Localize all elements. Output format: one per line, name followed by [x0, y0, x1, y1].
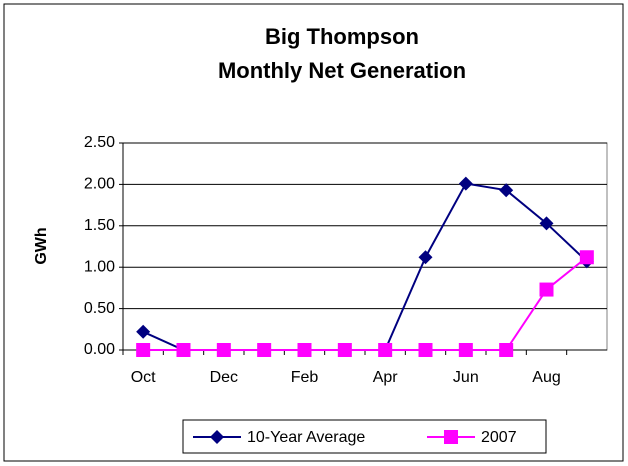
data-point: [458, 343, 473, 357]
legend-marker: [210, 430, 224, 444]
data-point: [539, 282, 554, 297]
data-point: [176, 343, 191, 357]
data-point: [499, 343, 514, 357]
data-point: [136, 343, 151, 357]
data-point: [297, 343, 312, 357]
legend-label: 10-Year Average: [247, 429, 365, 446]
legend-label: 2007: [481, 429, 517, 446]
data-point: [378, 343, 393, 357]
plot-area: [122, 142, 608, 351]
x-tick-label: Dec: [210, 369, 238, 386]
data-point: [418, 343, 433, 357]
data-point: [257, 343, 272, 357]
y-tick-label: 1.50: [84, 217, 115, 234]
legend-marker: [444, 430, 458, 444]
chart-title: Monthly Net Generation: [218, 58, 466, 83]
data-point: [458, 176, 473, 191]
y-tick-label: 2.50: [84, 134, 115, 151]
data-point: [539, 216, 554, 231]
x-tick-label: Feb: [291, 369, 319, 386]
data-point: [499, 183, 514, 198]
x-tick-label: Aug: [532, 369, 560, 386]
x-tick-label: Oct: [131, 369, 156, 386]
x-tick-label: Jun: [453, 369, 479, 386]
x-tick-label: Apr: [373, 369, 399, 386]
data-point: [216, 343, 231, 357]
y-tick-label: 2.00: [84, 176, 115, 193]
y-axis-label: GWh: [33, 227, 50, 264]
data-point: [579, 250, 594, 265]
y-tick-label: 0.50: [84, 300, 115, 317]
data-point: [136, 324, 151, 339]
chart-title: Big Thompson: [265, 24, 419, 49]
data-point: [337, 343, 352, 357]
legend-box: [182, 419, 547, 454]
data-point: [418, 250, 433, 265]
y-tick-label: 0.00: [84, 341, 115, 358]
y-tick-label: 1.00: [84, 258, 115, 275]
